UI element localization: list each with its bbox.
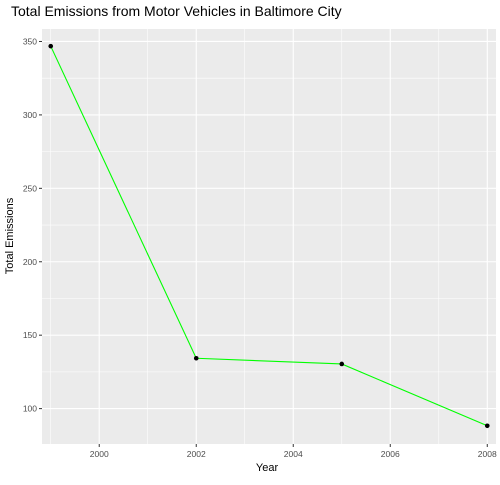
x-axis-title: Year [256,462,279,474]
y-tick-label: 250 [23,183,37,193]
data-point [484,423,490,429]
x-tick-label: 2000 [90,449,109,459]
axes: 2000 2002 2004 2006 2008 100 150 200 250 300 350 [23,36,497,459]
plot-panel [42,29,496,444]
chart-title: Total Emissions from Motor Vehicles in B… [11,3,342,19]
grid-lines [42,29,496,444]
data-series [48,43,490,429]
x-tick-label: 2002 [187,449,206,459]
x-tick-label: 2008 [478,449,497,459]
y-axis-title: Total Emissions [4,197,16,274]
y-tick-label: 300 [23,110,37,120]
y-tick-label: 100 [23,404,37,414]
x-tick-label: 2004 [284,449,303,459]
x-tick-label: 2006 [381,449,400,459]
data-point [48,43,54,49]
data-point [193,355,199,361]
y-tick-label: 200 [23,257,37,267]
y-tick-label: 350 [23,36,37,46]
y-tick-label: 150 [23,330,37,340]
data-point [339,361,345,367]
series-line [50,45,488,427]
